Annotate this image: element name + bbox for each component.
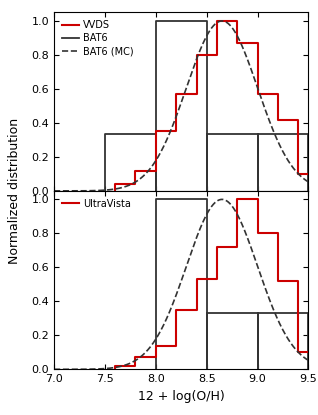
Legend: UltraVista: UltraVista: [59, 196, 134, 212]
X-axis label: 12 + log(O/H): 12 + log(O/H): [138, 390, 225, 403]
Legend: VVDS, BAT6, BAT6 (MC): VVDS, BAT6, BAT6 (MC): [59, 17, 137, 59]
Text: Normalized distribution: Normalized distribution: [8, 118, 21, 264]
